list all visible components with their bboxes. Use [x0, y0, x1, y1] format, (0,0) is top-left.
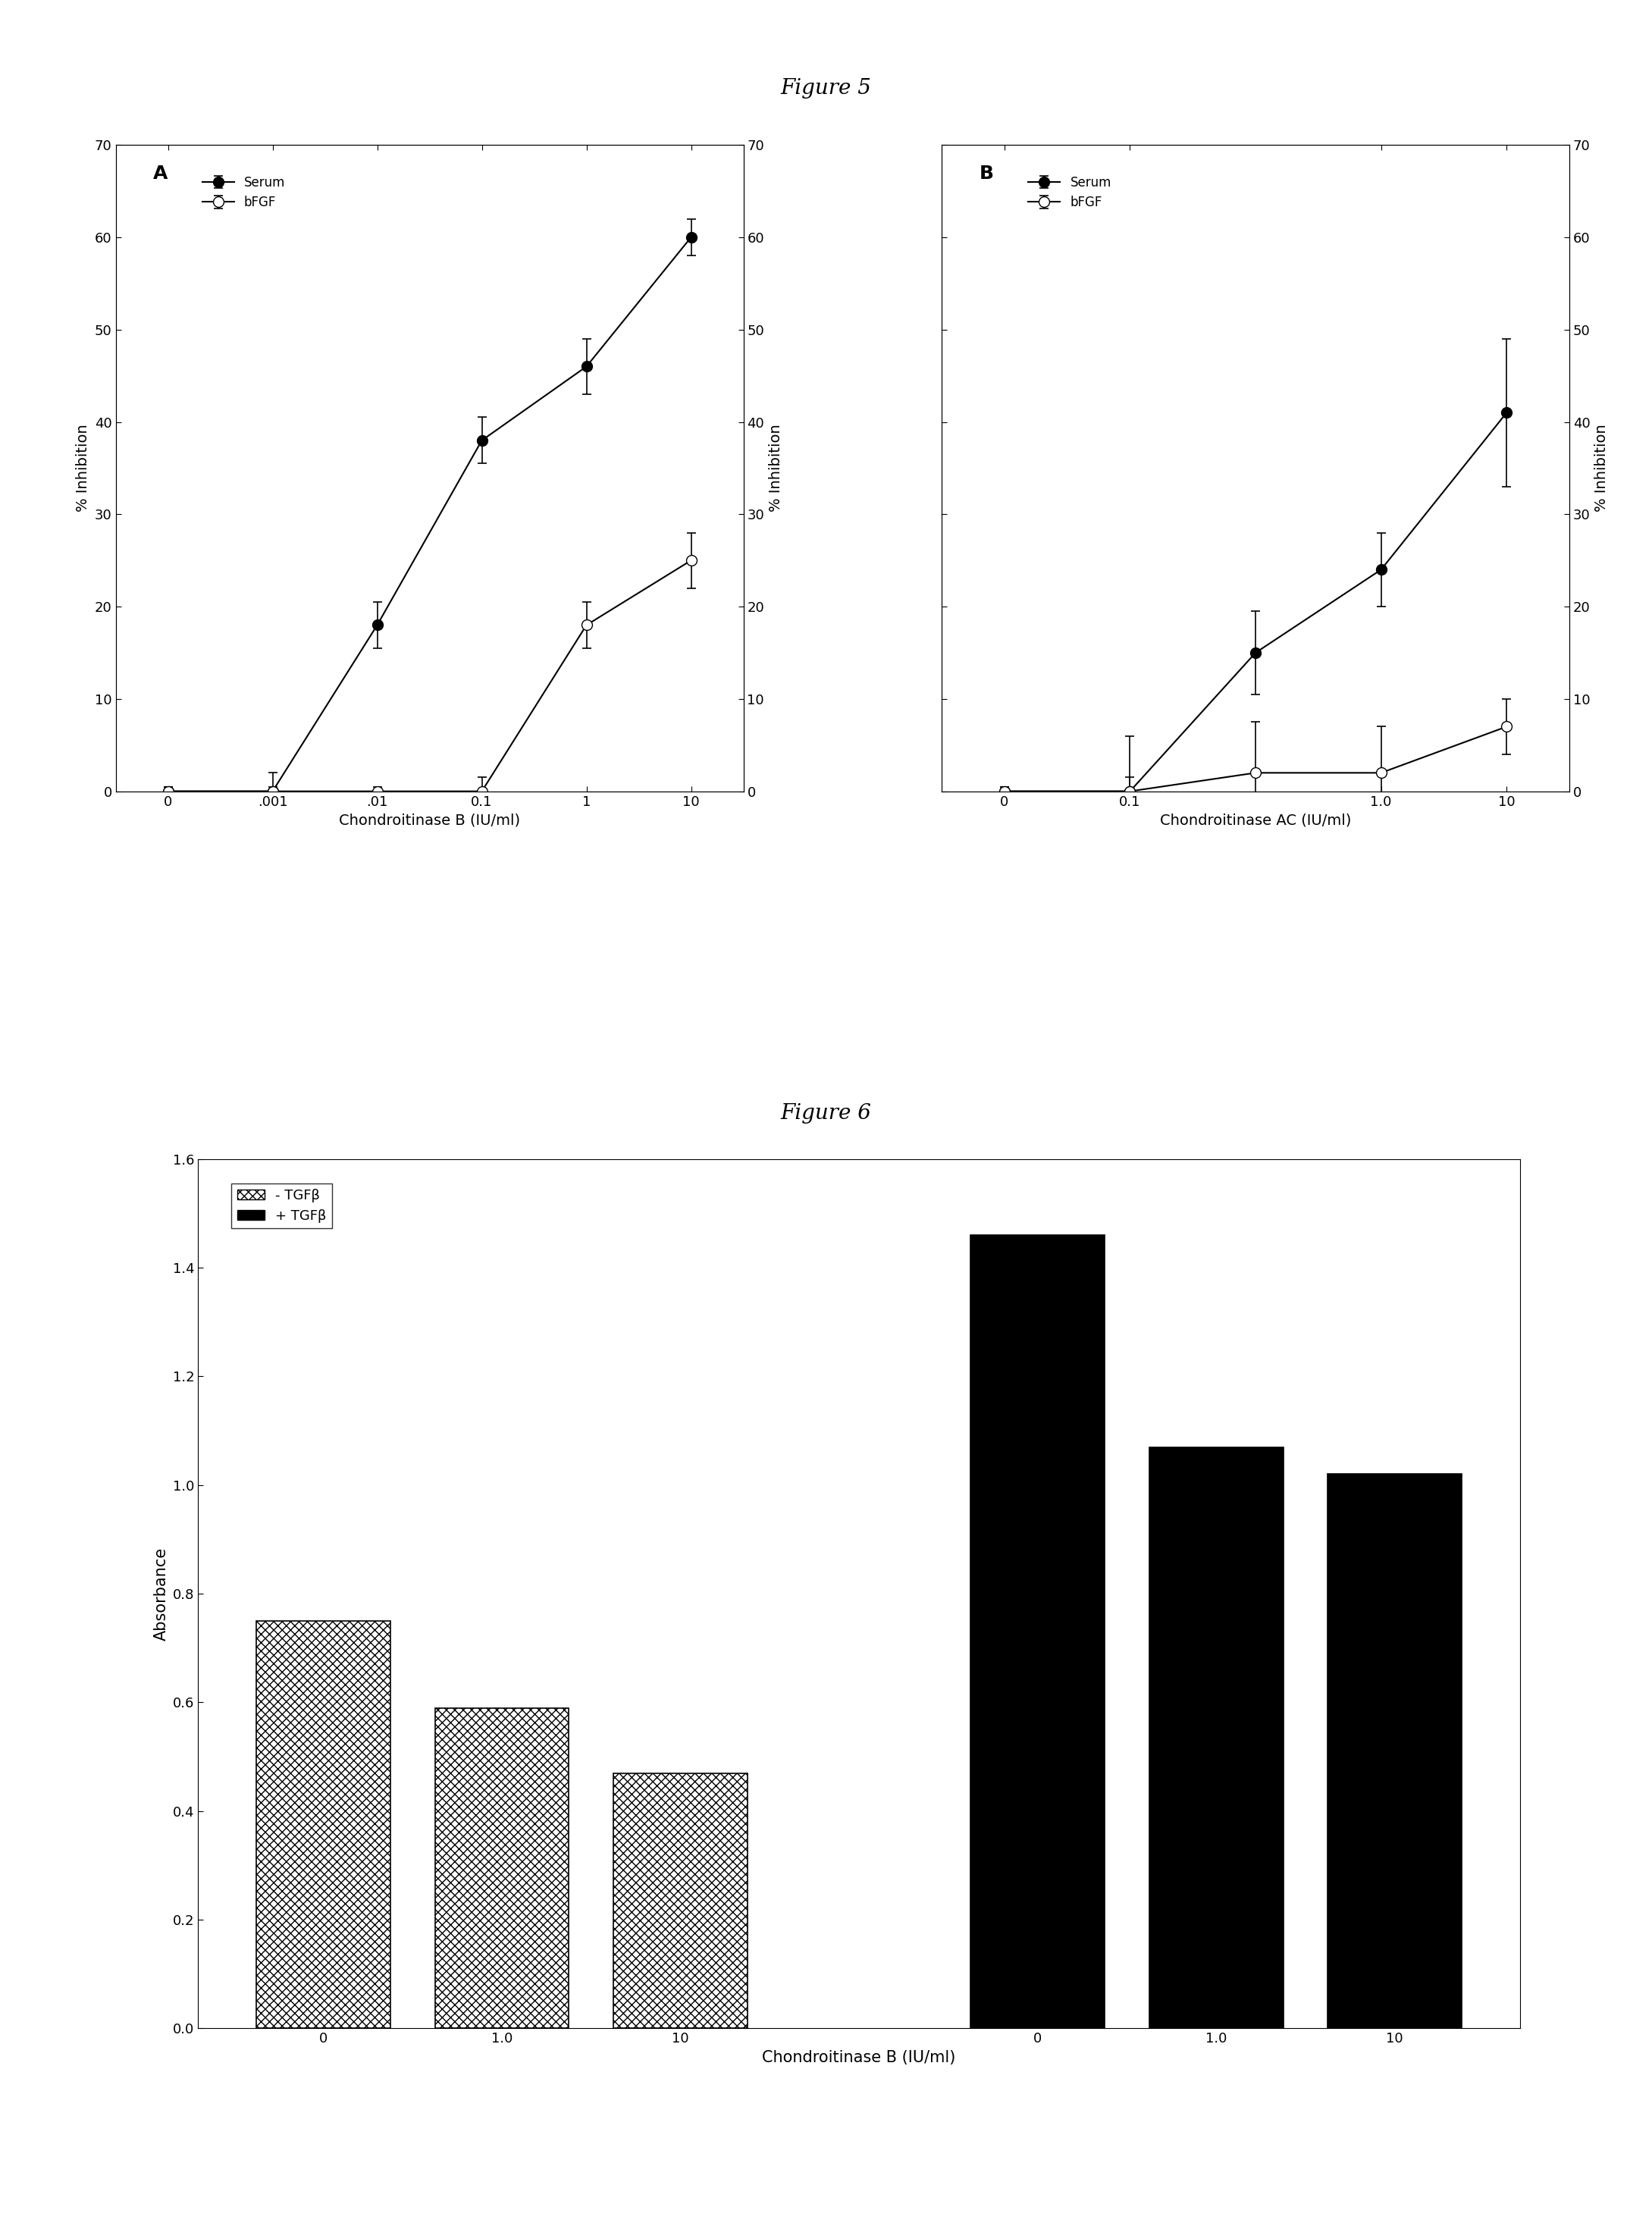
- Legend: Serum, bFGF: Serum, bFGF: [1023, 172, 1117, 214]
- X-axis label: Chondroitinase B (IU/ml): Chondroitinase B (IU/ml): [762, 2051, 957, 2064]
- Text: Figure 6: Figure 6: [780, 1103, 872, 1123]
- Y-axis label: % Inhibition: % Inhibition: [76, 424, 91, 513]
- Bar: [256, 1620, 390, 2028]
- X-axis label: Chondroitinase AC (IU/ml): Chondroitinase AC (IU/ml): [1160, 814, 1351, 827]
- Bar: [1328, 1473, 1462, 2028]
- X-axis label: Chondroitinase B (IU/ml): Chondroitinase B (IU/ml): [339, 814, 520, 827]
- Legend: - TGFβ, + TGFβ: - TGFβ, + TGFβ: [231, 1184, 332, 1228]
- Text: A: A: [154, 165, 169, 183]
- Text: Figure 5: Figure 5: [780, 78, 872, 98]
- Y-axis label: Absorbance: Absorbance: [154, 1547, 169, 1641]
- Text: B: B: [980, 165, 995, 183]
- Bar: [1150, 1447, 1284, 2028]
- Bar: [434, 1707, 568, 2028]
- Bar: [971, 1235, 1105, 2028]
- Bar: [613, 1772, 747, 2028]
- Legend: Serum, bFGF: Serum, bFGF: [197, 172, 291, 214]
- Y-axis label: % Inhibition: % Inhibition: [1594, 424, 1609, 513]
- Y-axis label: % Inhibition: % Inhibition: [768, 424, 783, 513]
